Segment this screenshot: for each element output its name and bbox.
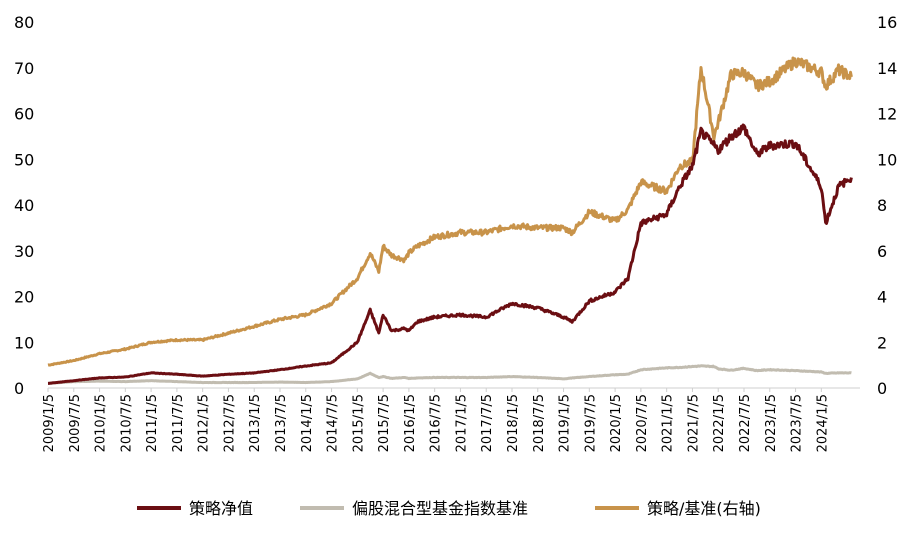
left-tick-label: 10 bbox=[14, 333, 34, 352]
x-tick-label: 2010/7/5 bbox=[119, 394, 134, 452]
x-tick-label: 2010/1/5 bbox=[94, 394, 109, 452]
left-tick-label: 80 bbox=[14, 13, 34, 32]
left-tick-label: 40 bbox=[14, 196, 34, 215]
x-tick-label: 2014/7/5 bbox=[326, 394, 341, 452]
x-tick-label: 2022/7/5 bbox=[738, 394, 753, 452]
right-tick-label: 8 bbox=[877, 196, 887, 215]
x-tick-label: 2016/7/5 bbox=[429, 394, 444, 452]
x-tick-label: 2012/1/5 bbox=[197, 394, 212, 452]
series-lines bbox=[47, 56, 853, 385]
legend-label-2: 策略/基准(右轴) bbox=[647, 499, 761, 518]
left-tick-label: 20 bbox=[14, 288, 34, 307]
x-tick-label: 2024/1/5 bbox=[815, 394, 830, 452]
left-tick-label: 0 bbox=[14, 379, 24, 398]
series-line-0 bbox=[47, 123, 853, 385]
x-tick-label: 2017/1/5 bbox=[454, 394, 469, 452]
legend-item-2: 策略/基准(右轴) bbox=[595, 499, 761, 518]
legend-item-1: 偏股混合型基金指数基准 bbox=[300, 499, 528, 518]
left-axis-ticks: 0 10 20 30 40 50 60 70 80 bbox=[14, 13, 34, 398]
right-tick-label: 2 bbox=[877, 333, 887, 352]
x-tick-label: 2009/7/5 bbox=[68, 394, 83, 452]
x-tick-label: 2018/7/5 bbox=[532, 394, 547, 452]
x-tick-label: 2014/1/5 bbox=[300, 394, 315, 452]
legend-item-0: 策略净值 bbox=[137, 499, 253, 518]
left-tick-label: 30 bbox=[14, 242, 34, 261]
right-tick-label: 0 bbox=[877, 379, 887, 398]
x-tick-label: 2023/7/5 bbox=[790, 394, 805, 452]
right-tick-label: 6 bbox=[877, 242, 887, 261]
legend-label-1: 偏股混合型基金指数基准 bbox=[352, 499, 528, 518]
right-tick-label: 10 bbox=[877, 150, 897, 169]
right-tick-label: 14 bbox=[877, 59, 897, 78]
series-line-2 bbox=[47, 56, 853, 367]
x-tick-label: 2015/1/5 bbox=[351, 394, 366, 452]
x-axis-ticks: 2009/1/5 2009/7/5 2010/1/5 2010/7/5 2011/1/5… bbox=[42, 388, 830, 452]
x-tick-label: 2011/1/5 bbox=[145, 394, 160, 452]
x-tick-label: 2022/1/5 bbox=[712, 394, 727, 452]
right-tick-label: 16 bbox=[877, 13, 897, 32]
series-line-1 bbox=[47, 364, 852, 385]
x-tick-label: 2021/7/5 bbox=[686, 394, 701, 452]
x-tick-label: 2018/1/5 bbox=[506, 394, 521, 452]
x-tick-label: 2020/7/5 bbox=[635, 394, 650, 452]
left-tick-label: 60 bbox=[14, 105, 34, 124]
x-tick-label: 2019/1/5 bbox=[558, 394, 573, 452]
left-tick-label: 50 bbox=[14, 150, 34, 169]
x-tick-label: 2023/1/5 bbox=[764, 394, 779, 452]
x-tick-label: 2013/7/5 bbox=[274, 394, 289, 452]
legend: 策略净值 偏股混合型基金指数基准 策略/基准(右轴) bbox=[137, 499, 761, 518]
x-tick-label: 2011/7/5 bbox=[171, 394, 186, 452]
x-tick-label: 2021/1/5 bbox=[661, 394, 676, 452]
x-tick-label: 2015/7/5 bbox=[377, 394, 392, 452]
x-tick-label: 2016/1/5 bbox=[403, 394, 418, 452]
right-tick-label: 12 bbox=[877, 105, 897, 124]
legend-label-0: 策略净值 bbox=[189, 499, 253, 518]
x-tick-label: 2012/7/5 bbox=[222, 394, 237, 452]
right-axis-ticks: 0 2 4 6 8 10 12 14 16 bbox=[877, 13, 897, 398]
x-tick-label: 2017/7/5 bbox=[480, 394, 495, 452]
right-tick-label: 4 bbox=[877, 288, 887, 307]
x-tick-label: 2013/1/5 bbox=[248, 394, 263, 452]
x-tick-label: 2020/1/5 bbox=[609, 394, 624, 452]
x-tick-label: 2009/1/5 bbox=[42, 394, 57, 452]
left-tick-label: 70 bbox=[14, 59, 34, 78]
x-tick-label: 2019/7/5 bbox=[583, 394, 598, 452]
